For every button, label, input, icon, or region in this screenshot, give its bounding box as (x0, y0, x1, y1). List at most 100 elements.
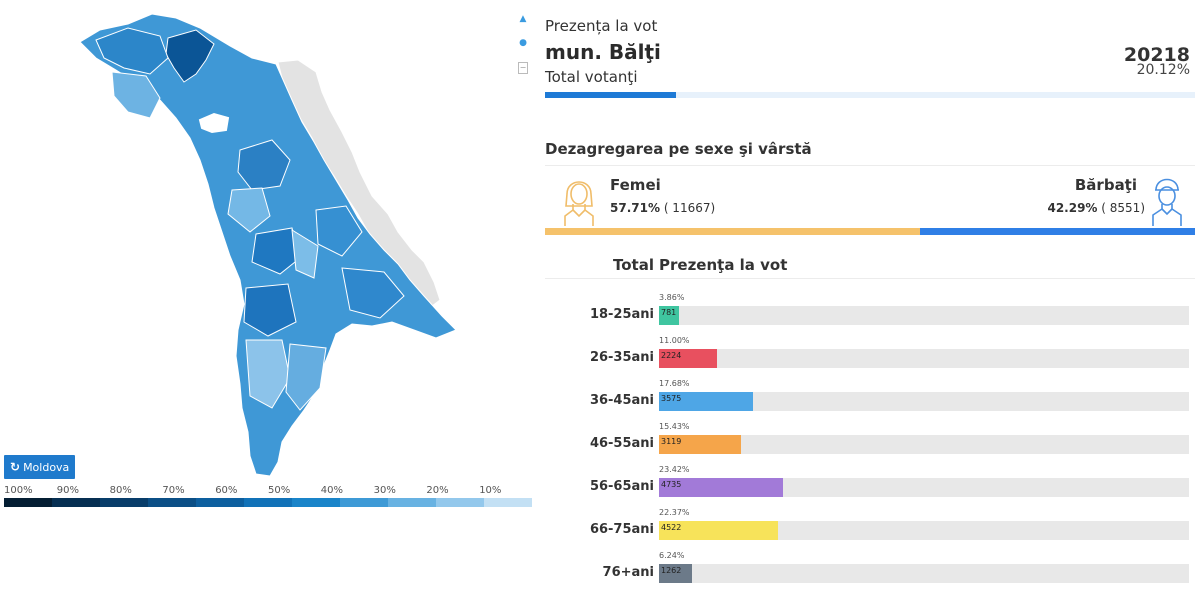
age-row: 66-75ani 22.37% 4522 (545, 507, 1195, 547)
age-group-percent: 3.86% (659, 293, 685, 302)
age-group-count: 781 (661, 308, 677, 317)
divider (545, 165, 1195, 166)
reset-view-button[interactable]: ↻ Moldova (4, 455, 76, 479)
age-bar-track: 1262 (659, 564, 1189, 583)
legend-labels: 100% 90% 80% 70% 60% 50% 40% 30% 20% 10% (4, 485, 532, 497)
male-count: ( 8551) (1101, 201, 1145, 215)
age-row: 46-55ani 15.43% 3119 (545, 421, 1195, 461)
age-row: 26-35ani 11.00% 2224 (545, 335, 1195, 375)
legend-label: 60% (215, 485, 238, 496)
age-group-label: 76+ani (602, 565, 654, 580)
map-region-north-mid[interactable] (95, 27, 169, 75)
age-heading-turnout: Prezenţa la vot (659, 256, 788, 274)
age-group-percent: 23.42% (659, 465, 690, 474)
age-group-label: 56-65ani (589, 479, 654, 494)
map-region-center-a[interactable] (237, 139, 291, 191)
age-heading-total: Total (613, 256, 654, 274)
refresh-icon: ↻ (10, 460, 21, 474)
legend-swatch (52, 498, 100, 507)
map-region-balti[interactable] (198, 112, 230, 134)
age-bar-fill (659, 478, 784, 497)
age-bar-track: 2224 (659, 349, 1189, 368)
age-group-count: 4735 (661, 480, 682, 489)
map-region-south-a[interactable] (243, 283, 297, 337)
legend-swatch (484, 498, 532, 507)
age-row: 76+ani 6.24% 1262 (545, 550, 1195, 590)
age-group-label: 66-75ani (589, 522, 654, 537)
age-bar-track: 3119 (659, 435, 1189, 454)
legend-label: 10% (479, 485, 502, 496)
age-bar-fill (659, 435, 741, 454)
legend-swatch (244, 498, 292, 507)
age-group-label: 18-25ani (589, 307, 654, 322)
gender-bar-female (545, 228, 921, 235)
map-region-center-c[interactable] (251, 227, 301, 275)
female-count: ( 11667) (663, 201, 716, 215)
total-turnout-bar-fill (545, 92, 676, 98)
gender-split-bar (545, 228, 1195, 235)
age-bar-track: 781 (659, 306, 1189, 325)
total-voters-count: 20218 (1123, 44, 1190, 66)
age-group-percent: 17.68% (659, 379, 690, 388)
zoom-out-icon[interactable]: ● (519, 38, 527, 48)
age-group-percent: 15.43% (659, 422, 690, 431)
age-group-count: 4522 (661, 523, 682, 532)
reset-view-label: Moldova (23, 461, 70, 474)
total-voters-percent: 20.12% (1136, 62, 1190, 78)
legend-label: 100% (4, 485, 33, 496)
map-panel: ▲ ● − ↻ Moldova 100% 90% 80% 70% 60% 50% 40% 30%… (0, 0, 540, 594)
moldova-map[interactable] (0, 0, 540, 490)
age-bar-track: 4522 (659, 521, 1189, 540)
map-region-east-a[interactable] (315, 205, 363, 257)
legend-color-scale (4, 498, 532, 507)
gender-age-heading: Dezagregarea pe sexe şi vârstă (545, 140, 812, 158)
legend-swatch (292, 498, 340, 507)
age-group-percent: 11.00% (659, 336, 690, 345)
age-bar-fill (659, 392, 753, 411)
age-bar-fill (659, 521, 778, 540)
legend-label: 40% (320, 485, 344, 496)
age-row: 18-25ani 3.86% 781 (545, 292, 1195, 332)
map-region-east-b[interactable] (341, 267, 405, 319)
female-icon (564, 181, 594, 226)
age-group-count: 2224 (661, 351, 682, 360)
age-bar-fill (659, 564, 693, 583)
divider (545, 278, 1195, 279)
map-region-south-b[interactable] (285, 343, 327, 411)
map-region-east-light[interactable] (291, 229, 319, 279)
legend-swatch (436, 498, 484, 507)
legend-label: 80% (109, 485, 132, 496)
male-stats: 42.29% ( 8551) (1047, 201, 1145, 215)
female-stats: 57.71% ( 11667) (610, 201, 715, 215)
gender-bar-male (920, 228, 1195, 235)
map-region-north-dark[interactable] (165, 29, 215, 83)
legend-label: 50% (268, 485, 291, 496)
age-bar-track: 3575 (659, 392, 1189, 411)
map-region-center-b[interactable] (227, 187, 271, 233)
panel-title: Prezența la vot (545, 17, 658, 35)
legend-label: 30% (373, 485, 396, 496)
age-row: 36-45ani 17.68% 3575 (545, 378, 1195, 418)
legend-swatch (340, 498, 388, 507)
total-voters-label: Total votanţi (545, 68, 638, 86)
male-percent: 42.29% (1047, 201, 1098, 215)
zoom-reset-icon[interactable]: − (518, 62, 528, 74)
legend-label: 20% (426, 485, 449, 496)
age-group-percent: 22.37% (659, 508, 690, 517)
region-name: mun. Bălţi (545, 40, 661, 64)
map-region-west-light[interactable] (111, 71, 161, 119)
age-bar-track: 4735 (659, 478, 1189, 497)
map-region-south-light[interactable] (245, 339, 291, 409)
age-bar-fill (659, 306, 680, 325)
legend-label: 70% (162, 485, 185, 496)
info-panel: Prezența la vot mun. Bălţi Total votanţi… (545, 0, 1195, 594)
legend-swatch (388, 498, 436, 507)
zoom-in-icon[interactable]: ▲ (519, 14, 527, 24)
male-icon (1152, 178, 1182, 226)
female-percent: 57.71% (610, 201, 660, 215)
age-group-label: 36-45ani (589, 393, 654, 408)
legend-swatch (196, 498, 244, 507)
legend-swatch (4, 498, 52, 507)
age-group-label: 46-55ani (589, 436, 654, 451)
female-label: Femei (610, 176, 661, 194)
